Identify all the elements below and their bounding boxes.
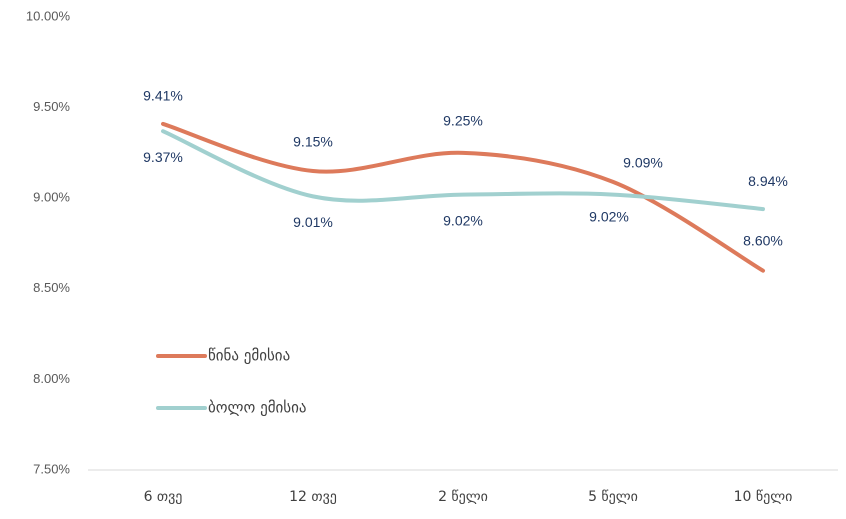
x-tick-label: 12 თვე: [289, 489, 337, 505]
data-label: 9.25%: [443, 113, 483, 129]
y-tick-label: 10.00%: [26, 8, 71, 23]
y-tick-label: 8.50%: [33, 280, 70, 295]
y-tick-label: 7.50%: [33, 461, 70, 476]
data-label: 9.09%: [623, 155, 663, 171]
line-series: [161, 129, 765, 212]
x-tick-label: 5 წელი: [588, 489, 638, 505]
x-tick-label: 6 თვე: [144, 489, 183, 505]
data-label: 9.15%: [293, 134, 333, 150]
legend-label: ბოლო ემისია: [208, 399, 307, 417]
line-series: [161, 121, 765, 273]
y-tick-label: 9.00%: [33, 190, 70, 205]
data-label: 9.41%: [143, 88, 183, 104]
y-tick-label: 8.00%: [33, 371, 70, 386]
data-label: 9.02%: [589, 208, 629, 224]
y-tick-label: 9.50%: [33, 99, 70, 114]
x-tick-label: 2 წელი: [438, 489, 488, 505]
legend-label: წინა ემისია: [208, 347, 290, 365]
data-label: 9.02%: [443, 212, 483, 228]
data-label: 8.94%: [748, 173, 788, 189]
data-label: 9.37%: [143, 149, 183, 165]
data-label: 9.01%: [293, 214, 333, 230]
x-tick-label: 10 წელი: [734, 489, 793, 505]
data-label: 8.60%: [743, 232, 783, 248]
